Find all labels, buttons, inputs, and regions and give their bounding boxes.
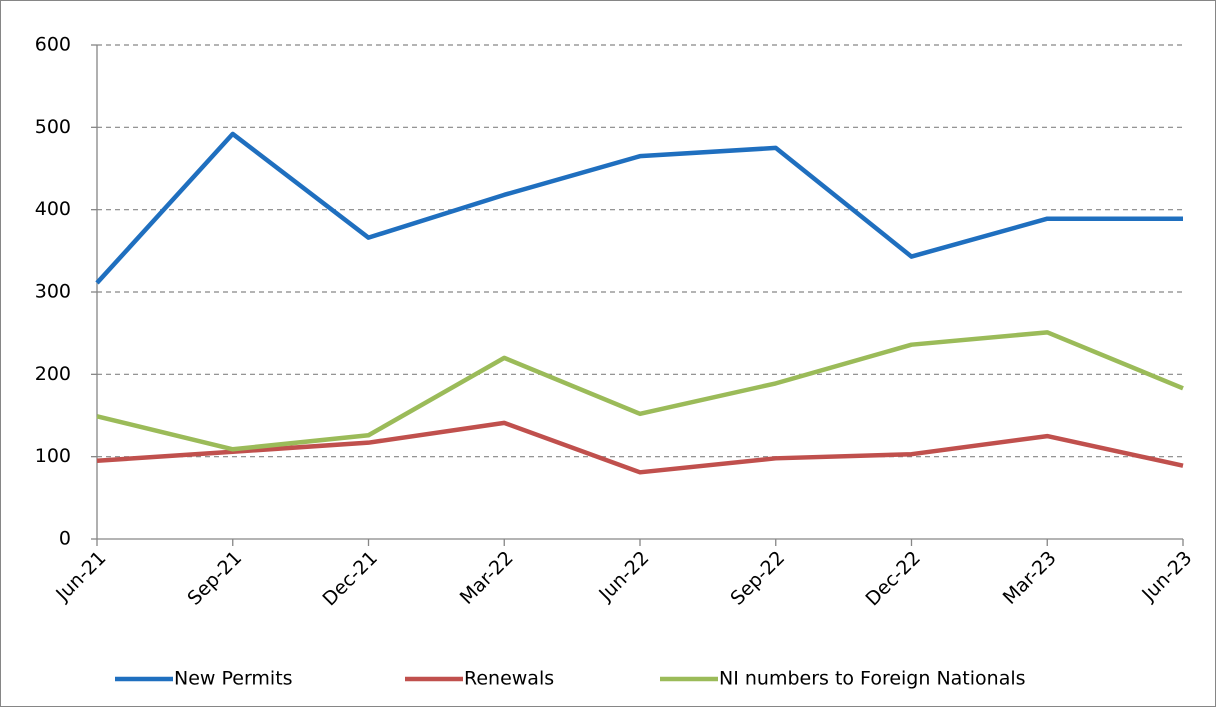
series-line <box>95 131 1183 285</box>
legend-label: New Permits <box>174 668 293 690</box>
y-tick-label: 0 <box>59 528 71 550</box>
series-line <box>96 420 1184 475</box>
series-line <box>96 330 1184 452</box>
legend-label: NI numbers to Foreign Nationals <box>719 668 1026 690</box>
legend-label: Renewals <box>464 668 554 690</box>
y-tick-label: 500 <box>35 116 71 138</box>
y-tick-label: 100 <box>35 445 71 467</box>
y-tick-label: 200 <box>35 363 71 385</box>
y-tick-label: 400 <box>35 198 71 220</box>
y-tick-label: 600 <box>35 34 71 56</box>
y-tick-label: 300 <box>35 281 71 303</box>
